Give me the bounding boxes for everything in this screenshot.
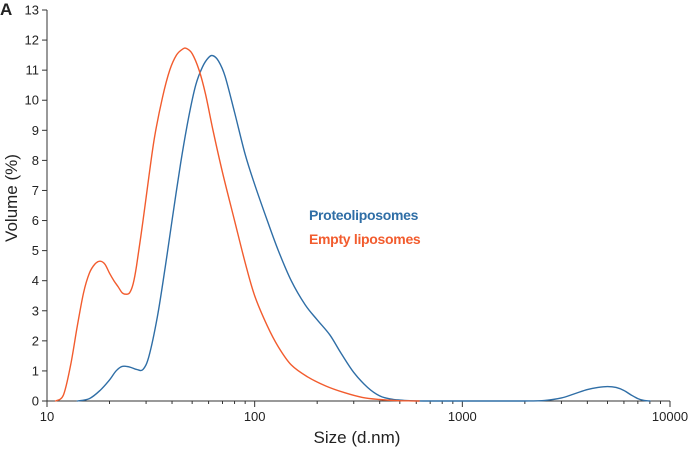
y-tick-label: 13 — [25, 3, 39, 18]
x-tick-label: 100 — [244, 409, 266, 424]
y-tick-label: 11 — [26, 63, 40, 78]
panel-label: A — [0, 0, 12, 19]
y-tick-label: 8 — [32, 153, 39, 168]
y-tick-label: 9 — [32, 123, 39, 138]
y-tick-label: 0 — [32, 394, 39, 409]
y-tick-label: 4 — [32, 273, 39, 288]
series-line-proteoliposomes — [76, 54, 651, 402]
y-tick-label: 2 — [32, 333, 39, 348]
y-tick-label: 5 — [32, 243, 39, 258]
legend-entry-empty-liposomes: Empty liposomes — [309, 231, 421, 247]
x-tick-label: 10 — [40, 409, 54, 424]
axes — [46, 10, 670, 402]
y-tick-label: 6 — [32, 213, 39, 228]
x-axis-title: Size (d.nm) — [314, 428, 401, 447]
series-line-empty-liposomes — [54, 47, 420, 402]
x-tick-label: 10000 — [652, 409, 688, 424]
y-tick-label: 10 — [25, 93, 39, 108]
series-group — [54, 47, 651, 402]
x-tick-label: 1000 — [448, 409, 477, 424]
y-tick-label: 7 — [32, 183, 39, 198]
legend-entry-proteoliposomes: Proteoliposomes — [309, 207, 419, 223]
y-tick-label: 1 — [32, 363, 39, 378]
x-tick-group: 10 100 1000 10000 — [40, 401, 688, 424]
y-tick-label: 12 — [25, 33, 39, 48]
y-axis-title: Volume (%) — [2, 154, 21, 242]
y-tick-label: 3 — [32, 303, 39, 318]
